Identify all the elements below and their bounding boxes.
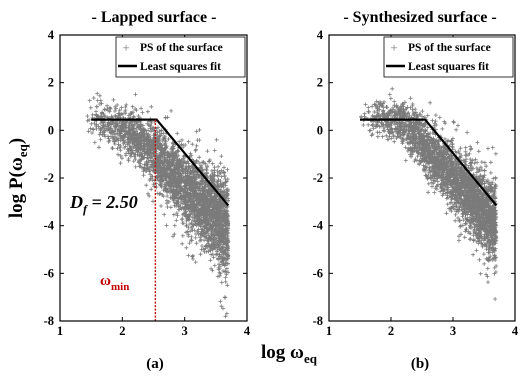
panel-a-fit-line [91, 118, 230, 207]
panel-b-title: - Synthesized surface - [343, 9, 496, 26]
x-tick-label: 1 [326, 324, 332, 338]
panel-b-legend: + PS of the surface Least squares fit [383, 36, 514, 78]
omega-min-label: ωmin [100, 273, 129, 293]
panel-b-legend-marker: + [390, 40, 397, 55]
panel-a-legend-fit: Least squares fit [140, 61, 221, 73]
x-tick-label: 3 [182, 324, 188, 338]
df-sub: f [83, 202, 88, 216]
scatter-points-path [85, 91, 231, 319]
omega-min-main: ω [100, 273, 111, 289]
y-axis-label-sub: eq [15, 143, 30, 157]
panel-b-label: (b) [411, 356, 429, 372]
panel-b-fit-line [360, 118, 498, 207]
df-annotation: Df = 2.50 [69, 192, 138, 216]
x-tick-label: 4 [244, 324, 251, 338]
y-tick-label: -8 [44, 314, 54, 328]
y-tick-label: -8 [313, 314, 323, 328]
x-axis-label-sub: eq [304, 351, 318, 366]
panel-b: - Synthesized surface - 1 2 3 4 4 2 0 -2 -4 -6 -8… [313, 9, 519, 372]
y-tick-label: -4 [44, 219, 55, 233]
y-axis-label: log P(ωeq) [6, 138, 30, 218]
df-value: = 2.50 [87, 192, 138, 212]
panel-a: - Lapped surface - 1 2 3 4 4 2 0 -2 -4 -6 -8 + PS… [44, 9, 251, 372]
panel-a-legend-marker: + [122, 40, 129, 55]
y-axis-label-main: log P(ω [6, 157, 27, 218]
x-tick-label: 2 [119, 324, 125, 338]
panel-b-legend-box [383, 36, 514, 78]
panel-a-scatter-points [85, 91, 231, 319]
y-tick-label: 2 [317, 76, 323, 90]
least-squares-fit-line [360, 118, 498, 207]
y-tick-label: -2 [44, 171, 54, 185]
x-axis-label: log ωeq [261, 342, 318, 366]
y-tick-label: -6 [44, 266, 54, 280]
df-main: D [69, 192, 83, 212]
panel-b-legend-ps: PS of the surface [408, 42, 491, 54]
panel-a-legend: + PS of the surface Least squares fit [115, 36, 246, 78]
y-tick-label: 4 [48, 28, 55, 42]
x-tick-label: 1 [57, 324, 63, 338]
y-tick-label: 2 [48, 76, 54, 90]
y-tick-label: -2 [313, 171, 323, 185]
y-tick-label: 0 [317, 123, 323, 137]
x-tick-label: 2 [388, 324, 394, 338]
panel-a-title: - Lapped surface - [92, 9, 217, 26]
x-axis-label-main: log ω [261, 342, 304, 363]
y-axis-label-close: ) [6, 138, 27, 144]
panel-a-y-ticks: 4 2 0 -2 -4 -6 -8 [44, 28, 247, 328]
y-tick-label: -6 [313, 266, 323, 280]
panel-b-legend-fit: Least squares fit [408, 61, 489, 73]
panel-a-legend-box [115, 36, 246, 78]
y-tick-label: 0 [48, 123, 54, 137]
panel-b-y-ticks: 4 2 0 -2 -4 -6 -8 [313, 28, 515, 328]
x-tick-label: 4 [512, 324, 519, 338]
omega-min-sub: min [111, 281, 129, 293]
panel-a-axes-frame [59, 34, 248, 322]
panel-a-legend-ps: PS of the surface [140, 42, 223, 54]
panel-a-label: (a) [146, 356, 164, 372]
x-tick-label: 3 [450, 324, 456, 338]
y-tick-label: 4 [317, 28, 324, 42]
y-tick-label: -4 [313, 219, 324, 233]
least-squares-fit-line [91, 118, 230, 207]
